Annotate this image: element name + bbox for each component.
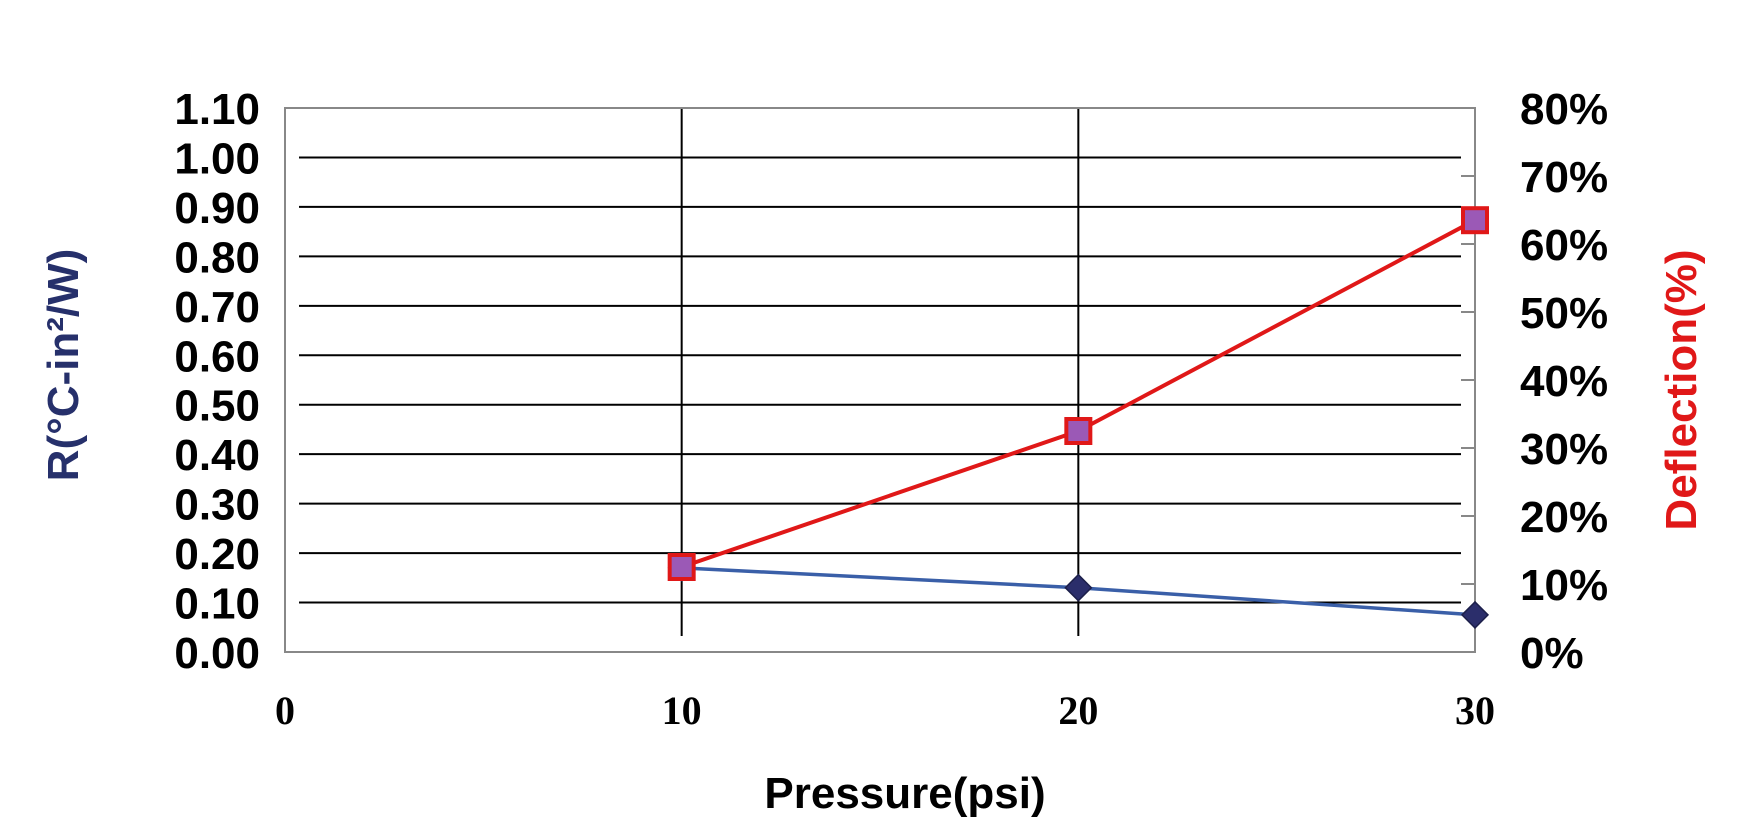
- left-tick-label: 1.00: [174, 134, 260, 183]
- x-axis-title: Pressure(psi): [764, 769, 1045, 818]
- right-tick-label: 30%: [1520, 425, 1608, 474]
- right-tick-label: 60%: [1520, 221, 1608, 270]
- data-point-deflection: [667, 553, 696, 581]
- left-tick-label: 0.30: [174, 481, 260, 530]
- data-point-deflection: [1461, 206, 1489, 235]
- data-point-resistance: [1064, 573, 1093, 602]
- left-axis-ticks: 0.000.100.200.300.400.500.600.700.800.90…: [174, 85, 260, 678]
- right-tick-label: 70%: [1520, 153, 1608, 202]
- right-tick-label: 80%: [1520, 85, 1608, 134]
- left-tick-label: 0.80: [174, 233, 260, 282]
- grid-lines: [299, 107, 1475, 653]
- x-tick-label: 10: [662, 688, 702, 733]
- right-tick-label: 40%: [1520, 357, 1608, 406]
- data-point-resistance: [1460, 600, 1490, 629]
- x-tick-label: 20: [1058, 688, 1098, 733]
- x-tick-label: 30: [1455, 688, 1495, 733]
- left-tick-label: 0.00: [174, 629, 260, 678]
- left-tick-label: 0.60: [174, 332, 260, 381]
- left-tick-label: 0.70: [174, 283, 260, 332]
- left-tick-label: 0.40: [174, 431, 260, 480]
- plot-area-frame: [284, 107, 1476, 653]
- left-tick-label: 0.10: [174, 580, 260, 629]
- left-tick-label: 1.10: [174, 85, 260, 134]
- x-axis-ticks: 0 10 20 30: [275, 688, 1495, 733]
- right-tick-label: 50%: [1520, 289, 1608, 338]
- x-tick-label: 0: [275, 688, 295, 733]
- left-tick-label: 0.50: [174, 382, 260, 431]
- right-tick-label: 10%: [1520, 561, 1608, 610]
- left-axis-title: R(°C-in²/W): [39, 249, 88, 482]
- right-axis-ticks: 0% 10% 20% 30% 40% 50% 60% 70% 80%: [1520, 85, 1608, 678]
- left-tick-label: 0.90: [174, 184, 260, 233]
- left-tick-label: 0.20: [174, 530, 260, 579]
- data-point-deflection: [1064, 417, 1093, 445]
- series: [667, 206, 1490, 629]
- right-tick-label: 20%: [1520, 493, 1608, 542]
- right-tick-label: 0%: [1520, 629, 1584, 678]
- right-axis-title: Deflection(%): [1657, 249, 1706, 530]
